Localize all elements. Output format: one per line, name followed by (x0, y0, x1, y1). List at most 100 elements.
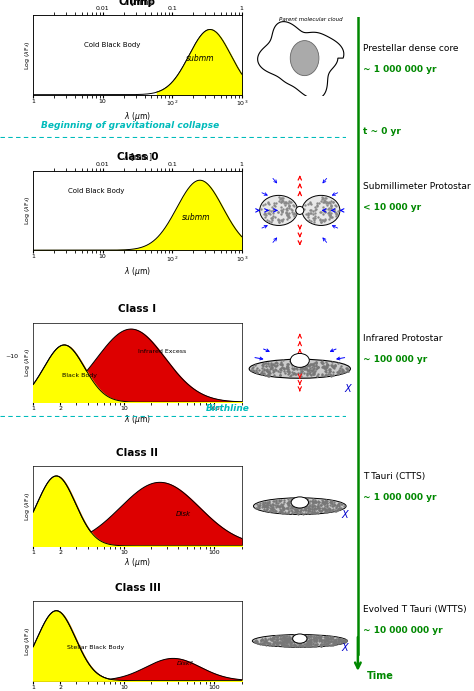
Point (292, 359, 299, 370)
Point (270, 503, 278, 514)
Point (329, 638, 337, 650)
Point (273, 634, 281, 645)
Point (268, 502, 276, 513)
Point (312, 364, 320, 375)
Point (301, 361, 309, 372)
Point (302, 496, 310, 507)
Point (276, 369, 283, 380)
Point (302, 495, 310, 507)
Point (323, 495, 330, 506)
Point (294, 367, 302, 378)
Point (304, 496, 311, 507)
Point (326, 636, 334, 647)
Point (284, 493, 292, 504)
Point (280, 363, 287, 375)
Point (309, 358, 317, 369)
Point (290, 501, 297, 512)
Point (303, 361, 310, 372)
Point (301, 200, 309, 211)
Point (292, 500, 300, 511)
Point (300, 359, 308, 370)
Point (273, 633, 281, 644)
Point (308, 507, 315, 518)
Point (264, 205, 271, 216)
Point (332, 636, 340, 647)
Point (302, 493, 310, 504)
Point (283, 636, 291, 647)
Point (313, 500, 320, 511)
Point (299, 630, 306, 641)
Point (280, 630, 288, 641)
Point (274, 640, 282, 651)
Point (275, 502, 283, 513)
Point (320, 502, 328, 513)
Point (283, 362, 291, 373)
Point (281, 632, 288, 643)
Point (316, 633, 324, 644)
Point (337, 498, 345, 509)
Point (310, 497, 317, 508)
Point (328, 501, 336, 512)
Point (330, 498, 338, 509)
Point (263, 500, 270, 511)
Point (264, 366, 272, 377)
Point (272, 634, 280, 645)
Point (279, 196, 286, 207)
Point (326, 366, 334, 377)
Point (308, 495, 316, 507)
Point (332, 634, 339, 645)
Point (310, 504, 318, 515)
Point (275, 495, 283, 506)
Point (334, 504, 341, 515)
Point (260, 208, 268, 219)
Point (332, 503, 340, 514)
Point (272, 498, 280, 509)
Point (323, 635, 331, 646)
Point (306, 197, 314, 208)
Point (274, 366, 282, 377)
Text: Disk?: Disk? (177, 661, 194, 665)
Circle shape (296, 207, 304, 214)
Point (263, 503, 271, 514)
Point (265, 366, 273, 377)
Point (309, 209, 317, 220)
Point (299, 641, 306, 652)
Point (326, 639, 333, 650)
Point (300, 363, 307, 374)
Point (306, 635, 313, 646)
Point (286, 637, 294, 648)
Point (291, 363, 298, 375)
Point (309, 359, 317, 370)
Point (247, 364, 255, 375)
Point (329, 197, 337, 208)
Point (289, 360, 296, 371)
Point (323, 366, 330, 377)
Point (304, 497, 311, 508)
Point (269, 366, 276, 377)
Point (322, 361, 330, 372)
Point (306, 634, 314, 645)
Point (323, 632, 330, 643)
Point (320, 194, 328, 205)
Point (285, 634, 292, 645)
Point (301, 495, 309, 507)
Point (319, 502, 326, 513)
Point (274, 500, 282, 511)
Point (262, 365, 270, 376)
Point (254, 363, 261, 374)
Point (309, 507, 317, 518)
Point (325, 207, 333, 218)
Point (330, 639, 338, 650)
Point (291, 495, 298, 506)
Point (326, 365, 333, 376)
Point (326, 506, 334, 517)
Point (322, 634, 330, 645)
Point (307, 638, 314, 650)
Point (301, 634, 309, 645)
Point (280, 640, 287, 651)
Point (305, 641, 312, 652)
Point (305, 638, 312, 650)
Point (316, 632, 323, 643)
Point (320, 635, 328, 646)
Point (260, 500, 268, 511)
